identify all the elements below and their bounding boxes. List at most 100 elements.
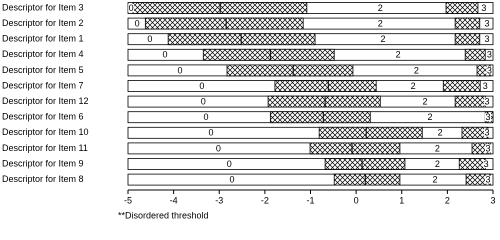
category-label-bg bbox=[434, 144, 441, 153]
category-label-bg bbox=[413, 66, 420, 75]
category-label-bg bbox=[226, 160, 233, 168]
hatch-box bbox=[333, 173, 401, 186]
hatch-box bbox=[464, 48, 486, 61]
row-label: Descriptor for Item 3 bbox=[2, 2, 84, 12]
footnote: **Disordered threshold bbox=[118, 210, 209, 220]
category-label: 0 bbox=[204, 112, 209, 122]
category-label-bg bbox=[161, 50, 168, 59]
category-label-bg bbox=[484, 128, 491, 137]
category-label-bg bbox=[432, 175, 439, 184]
x-tick-label: 3 bbox=[490, 195, 495, 205]
category-label: 3 bbox=[485, 18, 490, 28]
category-label: 3 bbox=[485, 112, 490, 122]
category-label: 3 bbox=[487, 65, 492, 75]
x-tick-label: -1 bbox=[306, 195, 314, 205]
category-label-bg bbox=[427, 113, 434, 122]
category-label-bg bbox=[480, 4, 487, 12]
hatch-box bbox=[458, 158, 486, 170]
category-label-bg bbox=[484, 19, 491, 28]
category-label: 0 bbox=[201, 96, 206, 106]
category-label-bg bbox=[484, 35, 491, 44]
x-tick-label: -2 bbox=[261, 195, 269, 205]
category-label: 2 bbox=[378, 3, 383, 13]
category-label: 3 bbox=[485, 174, 490, 184]
category-label: 2 bbox=[438, 128, 443, 138]
category-label: 0 bbox=[162, 50, 167, 60]
hatch-box bbox=[454, 17, 481, 30]
category-label-bg bbox=[380, 35, 387, 44]
category-label: 0 bbox=[230, 174, 235, 184]
category-label: 2 bbox=[396, 50, 401, 60]
row-label: Descriptor for Item 6 bbox=[2, 112, 84, 122]
x-tick-label: 1 bbox=[399, 195, 404, 205]
category-label: 3 bbox=[485, 128, 490, 138]
category-label-bg bbox=[177, 66, 184, 75]
category-label-bg bbox=[484, 175, 491, 184]
category-label: 2 bbox=[411, 81, 416, 91]
category-label: 0 bbox=[227, 159, 232, 169]
category-label-bg bbox=[377, 4, 384, 12]
hatch-box bbox=[454, 95, 486, 108]
category-label: 2 bbox=[381, 34, 386, 44]
category-label-bg bbox=[484, 144, 491, 153]
category-label-bg bbox=[437, 128, 444, 137]
category-label: 3 bbox=[481, 3, 486, 13]
row-label: Descriptor for Item 7 bbox=[2, 80, 84, 90]
category-label: 2 bbox=[428, 112, 433, 122]
row-label: Descriptor for Item 10 bbox=[2, 127, 89, 137]
row-label: Descriptor for Item 5 bbox=[2, 65, 84, 75]
hatch-box bbox=[445, 2, 479, 14]
x-tick-label: 0 bbox=[354, 195, 359, 205]
hatch-box bbox=[267, 95, 381, 108]
category-label: 2 bbox=[435, 143, 440, 153]
category-label: 3 bbox=[485, 143, 490, 153]
category-label: 0 bbox=[147, 34, 152, 44]
row-label: Descriptor for Item 11 bbox=[2, 143, 88, 153]
row-frame bbox=[127, 126, 494, 139]
row-label: Descriptor for Item 4 bbox=[2, 49, 84, 59]
row-label: Descriptor for Item 1 bbox=[2, 34, 84, 44]
row-label: Descriptor for Item 12 bbox=[2, 96, 89, 106]
category-label-bg bbox=[215, 144, 222, 153]
category-label-bg bbox=[410, 82, 417, 90]
category-label: 3 bbox=[487, 50, 492, 60]
row-frame bbox=[127, 173, 494, 186]
category-label: 0 bbox=[216, 143, 221, 153]
x-tick-label: -3 bbox=[215, 195, 223, 205]
category-label-bg bbox=[134, 19, 141, 28]
hatch-box bbox=[454, 33, 481, 46]
category-label-bg bbox=[395, 50, 402, 59]
category-label-bg bbox=[484, 113, 491, 122]
category-label-bg bbox=[208, 128, 215, 137]
hatch-box bbox=[144, 17, 304, 30]
row-frame bbox=[127, 2, 494, 14]
x-tick-label: 2 bbox=[445, 195, 450, 205]
category-label: 3 bbox=[483, 81, 488, 91]
category-label: 0 bbox=[129, 3, 134, 13]
category-label: 0 bbox=[135, 18, 140, 28]
category-label-bg bbox=[146, 35, 153, 44]
hatch-box bbox=[309, 142, 401, 155]
category-label: 2 bbox=[435, 159, 440, 169]
category-label: 3 bbox=[485, 34, 490, 44]
category-label-bg bbox=[434, 160, 441, 168]
category-label: 0 bbox=[199, 81, 204, 91]
row-frame bbox=[127, 17, 494, 30]
category-label-bg bbox=[377, 19, 384, 28]
category-label-bg bbox=[203, 113, 210, 122]
category-label: 0 bbox=[209, 128, 214, 138]
x-tick-label: -4 bbox=[170, 195, 178, 205]
category-label-bg bbox=[422, 97, 429, 106]
category-label-bg bbox=[483, 160, 490, 168]
category-label: 2 bbox=[414, 65, 419, 75]
category-label: 0 bbox=[178, 65, 183, 75]
category-label: 2 bbox=[433, 174, 438, 184]
hatch-box bbox=[202, 48, 335, 61]
hatch-box bbox=[274, 80, 377, 92]
category-label-bg bbox=[200, 97, 207, 106]
category-label: 3 bbox=[484, 159, 489, 169]
category-label-bg bbox=[486, 66, 493, 75]
category-label: 2 bbox=[378, 18, 383, 28]
category-label-bg bbox=[198, 82, 205, 90]
hatch-box bbox=[318, 126, 423, 139]
